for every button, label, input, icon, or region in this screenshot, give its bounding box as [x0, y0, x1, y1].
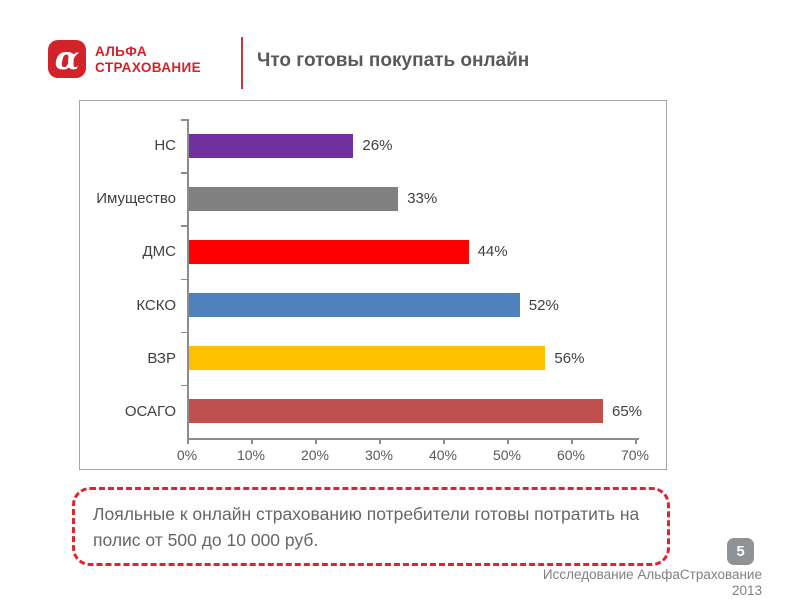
x-axis-tick — [251, 438, 253, 444]
x-tick-label: 30% — [364, 447, 394, 463]
bar-row: ВЗР 56% — [80, 332, 668, 385]
callout-box: Лояльные к онлайн страхованию потребител… — [72, 487, 670, 566]
x-axis-tick — [315, 438, 317, 444]
bar-row: ОСАГО 65% — [80, 385, 668, 438]
bar — [187, 186, 399, 211]
company-logo: α — [48, 40, 86, 78]
slide-title: Что готовы покупать онлайн — [257, 50, 530, 71]
bar — [187, 346, 546, 371]
x-axis-tick — [635, 438, 637, 444]
company-name-line2: СТРАХОВАНИЕ — [95, 59, 202, 75]
x-axis-tick — [187, 438, 189, 444]
x-tick-label: 70% — [620, 447, 650, 463]
x-tick-label: 60% — [556, 447, 586, 463]
value-label: 44% — [477, 243, 508, 261]
value-label: 65% — [612, 402, 643, 420]
footer-source-line1: Исследование АльфаСтрахование — [542, 567, 762, 582]
x-axis-tick — [379, 438, 381, 444]
category-label: НС — [154, 137, 176, 155]
footer-source-line2: 2013 — [731, 583, 762, 598]
alpha-logo-icon: α — [54, 39, 80, 77]
header-divider — [241, 37, 243, 89]
x-tick-label: 10% — [236, 447, 266, 463]
bar-chart: НС 26% Имущество 33% ДМС 44% КСКО 52% ВЗ… — [79, 100, 667, 470]
x-axis-tick — [507, 438, 509, 444]
y-axis-tick — [181, 119, 187, 121]
bar — [187, 293, 520, 318]
value-label: 33% — [407, 190, 438, 208]
value-label: 52% — [528, 296, 559, 314]
category-label: ОСАГО — [124, 402, 176, 420]
x-tick-label: 50% — [492, 447, 522, 463]
y-axis-tick — [181, 278, 187, 280]
bar — [187, 399, 603, 424]
x-axis-tick — [443, 438, 445, 444]
bar-row: НС 26% — [80, 119, 668, 172]
bar — [187, 133, 354, 158]
x-tick-label: 40% — [428, 447, 458, 463]
company-name: АЛЬФА СТРАХОВАНИЕ — [95, 44, 201, 75]
x-tick-label: 20% — [300, 447, 330, 463]
footer-source: Исследование АльфаСтрахование 2013 — [543, 567, 762, 599]
category-label: ВЗР — [147, 349, 176, 367]
x-axis-tick — [571, 438, 573, 444]
bar-row: Имущество 33% — [80, 172, 668, 225]
page-number-badge: 5 — [727, 538, 754, 565]
bar-row: КСКО 52% — [80, 278, 668, 331]
y-axis-tick — [181, 384, 187, 387]
company-name-line1: АЛЬФА — [95, 44, 148, 59]
y-axis-tick — [181, 331, 187, 334]
x-tick-label: 0% — [176, 447, 198, 463]
bar — [187, 239, 469, 264]
bar-row: ДМС 44% — [80, 225, 668, 278]
chart-plot-area: НС 26% Имущество 33% ДМС 44% КСКО 52% ВЗ… — [80, 119, 668, 438]
y-axis-line — [187, 119, 189, 438]
category-label: КСКО — [136, 296, 176, 314]
y-axis-tick — [181, 172, 187, 174]
y-axis-tick — [181, 225, 187, 227]
category-label: ДМС — [142, 243, 177, 261]
callout-text: Лояльные к онлайн страхованию потребител… — [93, 503, 640, 550]
value-label: 56% — [554, 349, 585, 367]
value-label: 26% — [362, 137, 393, 155]
x-axis-line — [187, 438, 639, 440]
category-label: Имущество — [96, 190, 176, 208]
